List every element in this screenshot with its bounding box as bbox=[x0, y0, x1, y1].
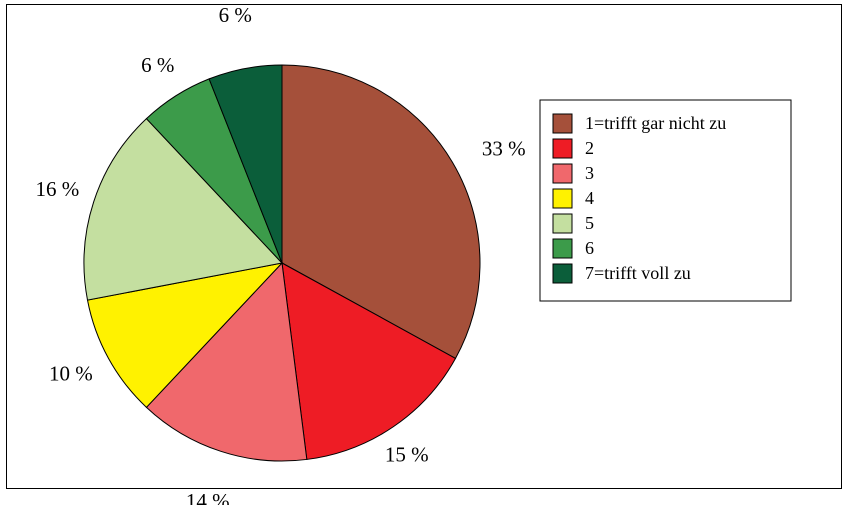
chart-frame bbox=[6, 4, 842, 489]
pie-slice-3 bbox=[145, 261, 308, 462]
legend-swatch-1 bbox=[552, 113, 573, 134]
legend-box bbox=[539, 99, 792, 302]
pie-value-label-2: 15 % bbox=[385, 442, 429, 466]
pie-slice-7 bbox=[208, 64, 283, 264]
legend: 1=trifft gar nicht zu 2 3 4 5 6 7=trifft voll … bbox=[539, 99, 792, 302]
chart-frame-right bbox=[841, 4, 842, 489]
pie-slices bbox=[83, 64, 481, 462]
chart-frame-bottom bbox=[6, 488, 842, 489]
legend-label-7: 7=trifft voll zu bbox=[585, 263, 691, 283]
legend-swatch-3 bbox=[552, 163, 573, 184]
legend-swatch-7 bbox=[552, 263, 573, 284]
pie-value-label-3: 14 % bbox=[186, 489, 230, 505]
legend-swatch-6 bbox=[552, 238, 573, 259]
pie-slice-2 bbox=[281, 262, 457, 460]
legend-label-4: 4 bbox=[585, 188, 594, 208]
pie-slice-4 bbox=[86, 262, 284, 409]
pie-value-label-6: 6 % bbox=[141, 53, 174, 77]
pie-value-labels: 33 % 15 % 14 % 10 % 16 % 6 % 6 % bbox=[36, 3, 526, 505]
pie-value-label-4: 10 % bbox=[49, 362, 93, 386]
legend-swatch-2 bbox=[552, 138, 573, 159]
legend-label-2: 2 bbox=[585, 138, 594, 158]
pie-slice-5 bbox=[83, 117, 283, 301]
pie-value-label-1: 33 % bbox=[482, 137, 526, 161]
pie-value-label-7: 6 % bbox=[219, 3, 252, 27]
legend-swatch-4 bbox=[552, 188, 573, 209]
legend-label-3: 3 bbox=[585, 163, 594, 183]
legend-label-1: 1=trifft gar nicht zu bbox=[585, 113, 726, 133]
pie-value-label-5: 16 % bbox=[36, 177, 80, 201]
legend-label-6: 6 bbox=[585, 238, 594, 258]
pie-slice-1 bbox=[281, 64, 481, 360]
legend-swatch-5 bbox=[552, 213, 573, 234]
legend-label-5: 5 bbox=[585, 213, 594, 233]
